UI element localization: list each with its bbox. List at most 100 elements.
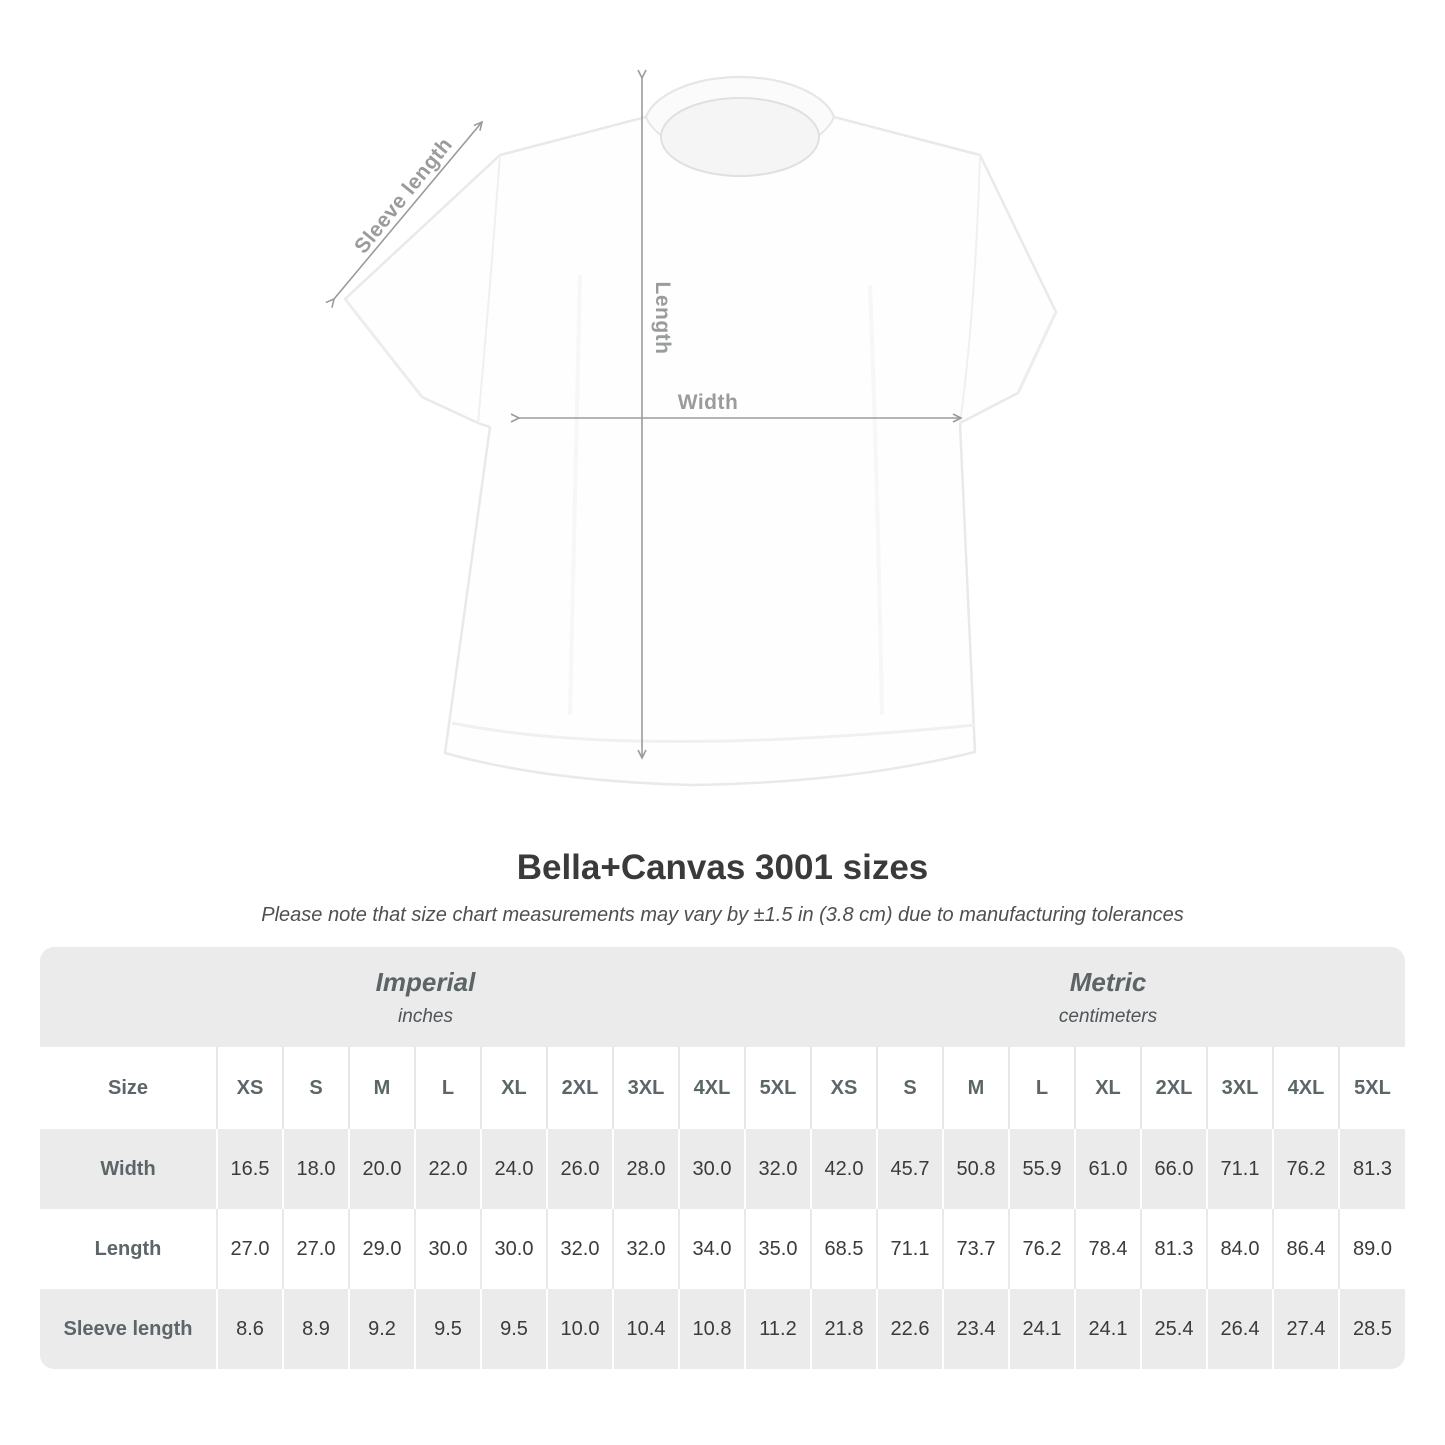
unit-header-band: Imperial inches Metric centimeters	[40, 947, 1405, 1047]
length-label: Length	[651, 281, 674, 355]
value-cell: 32.0	[612, 1209, 679, 1289]
metric-unit: centimeters	[1058, 1005, 1158, 1027]
value-cell: 68.5	[810, 1209, 877, 1289]
value-cell: 27.0	[282, 1209, 349, 1289]
size-table: Imperial inches Metric centimeters Size X…	[40, 947, 1405, 1369]
measurement-arrows	[325, 69, 963, 760]
value-cell: 76.2	[1008, 1209, 1075, 1289]
value-cell: 8.6	[216, 1289, 283, 1369]
value-cell: 84.0	[1206, 1209, 1273, 1289]
value-cell: 27.0	[216, 1209, 283, 1289]
size-header-metric-l: L	[1008, 1047, 1075, 1129]
value-cell: 24.1	[1008, 1289, 1075, 1369]
value-cell: 81.3	[1140, 1209, 1207, 1289]
value-cell: 24.0	[480, 1129, 547, 1209]
size-header-metric-xs: XS	[810, 1047, 877, 1129]
row-label: Sleeve length	[63, 1317, 193, 1340]
size-header-imperial-s: S	[282, 1047, 349, 1129]
value-cell: 9.2	[348, 1289, 415, 1369]
measurements-grid: Size XS S M L XL 2XL 3XL 4XL 5XL XS S M L XL 2XL 3XL 4XL 5…	[40, 1047, 1405, 1369]
value-cell: 89.0	[1338, 1209, 1405, 1289]
value-cell: 9.5	[480, 1289, 547, 1369]
value-cell: 28.0	[612, 1129, 679, 1209]
value-cell: 10.8	[678, 1289, 745, 1369]
size-header-imperial-l: L	[414, 1047, 481, 1129]
value-cell: 30.0	[414, 1209, 481, 1289]
size-header-metric-3xl: 3XL	[1206, 1047, 1273, 1129]
tshirt-graphic	[343, 75, 1058, 787]
value-cell: 34.0	[678, 1209, 745, 1289]
value-cell: 35.0	[744, 1209, 811, 1289]
page-title: Bella+Canvas 3001 sizes	[516, 848, 929, 887]
size-table-body: Size XS S M L XL 2XL 3XL 4XL 5XL XS S M L XL 2XL 3XL 4XL 5…	[40, 1047, 1405, 1369]
row-label: Length	[94, 1237, 162, 1260]
imperial-title: Imperial	[375, 966, 476, 997]
table-row-sleeve-length: Sleeve length 8.6 8.9 9.2 9.5 9.5 10.0 10.4 10.8…	[40, 1289, 1405, 1369]
size-header-metric-m: M	[942, 1047, 1009, 1129]
table-row-length: Length 27.0 27.0 29.0 30.0 30.0 32.0 32.0 34.0 35…	[40, 1209, 1405, 1289]
value-cell: 22.6	[876, 1289, 943, 1369]
sleeve-length-arrow	[325, 120, 484, 308]
value-cell: 25.4	[1140, 1289, 1207, 1369]
value-cell: 28.5	[1338, 1289, 1405, 1369]
size-header-metric-2xl: 2XL	[1140, 1047, 1207, 1129]
size-header-metric-5xl: 5XL	[1338, 1047, 1405, 1129]
value-cell: 26.0	[546, 1129, 613, 1209]
tshirt-image	[330, 75, 1070, 797]
value-cell: 18.0	[282, 1129, 349, 1209]
value-cell: 22.0	[414, 1129, 481, 1209]
size-header-metric-4xl: 4XL	[1272, 1047, 1339, 1129]
value-cell: 71.1	[876, 1209, 943, 1289]
value-cell: 30.0	[480, 1209, 547, 1289]
value-cell: 24.1	[1074, 1289, 1141, 1369]
size-header-imperial-xl: XL	[480, 1047, 547, 1129]
size-column-label: Size	[107, 1076, 149, 1099]
row-label: Width	[100, 1157, 156, 1180]
width-label: Width	[677, 391, 739, 414]
value-cell: 20.0	[348, 1129, 415, 1209]
value-cell: 45.7	[876, 1129, 943, 1209]
metric-header: Metric centimeters	[811, 947, 1405, 1047]
value-cell: 86.4	[1272, 1209, 1339, 1289]
size-header-metric-xl: XL	[1074, 1047, 1141, 1129]
value-cell: 71.1	[1206, 1129, 1273, 1209]
value-cell: 78.4	[1074, 1209, 1141, 1289]
value-cell: 55.9	[1008, 1129, 1075, 1209]
value-cell: 76.2	[1272, 1129, 1339, 1209]
value-cell: 61.0	[1074, 1129, 1141, 1209]
value-cell: 11.2	[744, 1289, 811, 1369]
value-cell: 21.8	[810, 1289, 877, 1369]
value-cell: 81.3	[1338, 1129, 1405, 1209]
imperial-unit: inches	[398, 1005, 453, 1027]
value-cell: 10.0	[546, 1289, 613, 1369]
imperial-header: Imperial inches	[40, 947, 811, 1047]
tolerance-note: Please note that size chart measurements…	[261, 904, 1184, 926]
value-cell: 66.0	[1140, 1129, 1207, 1209]
metric-title: Metric	[1069, 966, 1147, 997]
value-cell: 9.5	[414, 1289, 481, 1369]
measurement-diagram: Sleeve length Length Width	[325, 69, 1070, 797]
size-header-row: Size XS S M L XL 2XL 3XL 4XL 5XL XS S M L XL 2XL 3XL 4XL 5…	[40, 1047, 1405, 1129]
value-cell: 26.4	[1206, 1289, 1273, 1369]
value-cell: 10.4	[612, 1289, 679, 1369]
value-cell: 30.0	[678, 1129, 745, 1209]
size-header-imperial-xs: XS	[216, 1047, 283, 1129]
size-header-imperial-m: M	[348, 1047, 415, 1129]
size-header-imperial-3xl: 3XL	[612, 1047, 679, 1129]
size-header-imperial-4xl: 4XL	[678, 1047, 745, 1129]
size-header-imperial-2xl: 2XL	[546, 1047, 613, 1129]
value-cell: 32.0	[744, 1129, 811, 1209]
value-cell: 29.0	[348, 1209, 415, 1289]
table-row-width: Width 16.5 18.0 20.0 22.0 24.0 26.0 28.0 30.0 32.…	[40, 1129, 1405, 1209]
value-cell: 32.0	[546, 1209, 613, 1289]
value-cell: 42.0	[810, 1129, 877, 1209]
size-header-imperial-5xl: 5XL	[744, 1047, 811, 1129]
value-cell: 8.9	[282, 1289, 349, 1369]
value-cell: 16.5	[216, 1129, 283, 1209]
value-cell: 27.4	[1272, 1289, 1339, 1369]
value-cell: 23.4	[942, 1289, 1009, 1369]
size-header-metric-s: S	[876, 1047, 943, 1129]
value-cell: 73.7	[942, 1209, 1009, 1289]
value-cell: 50.8	[942, 1129, 1009, 1209]
